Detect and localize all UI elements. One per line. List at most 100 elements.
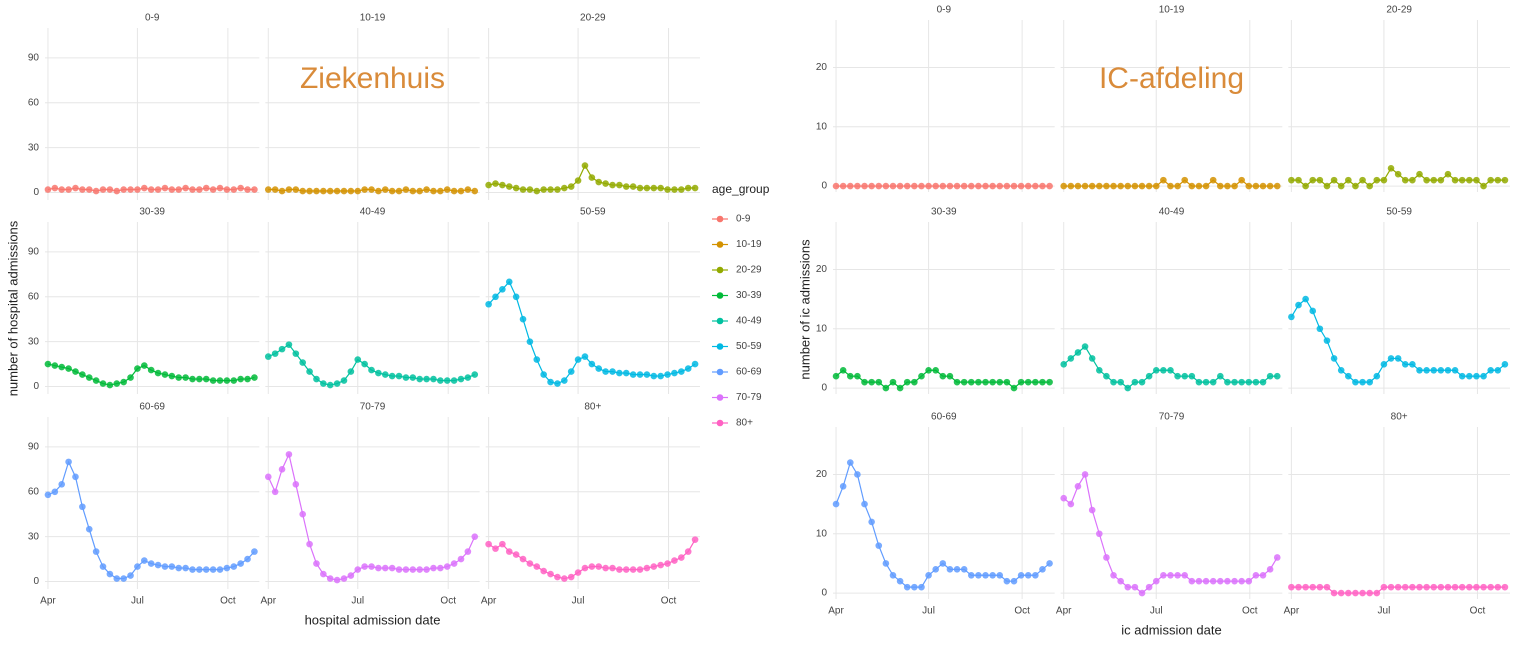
data-point	[1352, 182, 1359, 190]
y-tick-label: 20	[816, 62, 828, 73]
data-point	[72, 368, 79, 375]
data-point	[209, 377, 217, 384]
data-point	[932, 566, 939, 573]
data-point	[313, 560, 320, 567]
data-point	[832, 500, 840, 508]
data-point	[657, 372, 664, 380]
data-point	[1152, 577, 1160, 585]
data-point	[896, 577, 904, 585]
y-tick-label: 20	[816, 264, 828, 275]
data-point	[285, 186, 293, 193]
data-point	[526, 338, 534, 345]
data-point	[1252, 182, 1260, 190]
x-tick-label: Apr	[261, 596, 277, 607]
data-point	[471, 371, 479, 378]
data-point	[1430, 366, 1438, 374]
data-point	[889, 571, 897, 579]
data-point	[437, 377, 444, 384]
data-point	[1430, 583, 1438, 591]
data-point	[134, 365, 141, 372]
data-point	[106, 381, 114, 389]
data-point	[244, 186, 251, 193]
data-point	[1117, 378, 1124, 386]
data-point	[561, 184, 568, 192]
data-point	[868, 182, 875, 190]
fit-line	[267, 452, 476, 581]
data-point	[622, 183, 630, 190]
data-point	[882, 182, 890, 190]
data-point	[581, 564, 589, 572]
data-point	[409, 187, 417, 195]
facet-label: 30-39	[931, 207, 957, 218]
legend-label: 80+	[736, 418, 753, 429]
data-point	[629, 566, 637, 573]
data-point	[588, 360, 596, 368]
data-point	[416, 187, 423, 195]
data-point	[1024, 378, 1032, 386]
data-point	[875, 182, 883, 190]
data-point	[320, 380, 327, 387]
data-point	[106, 570, 114, 578]
data-point	[609, 181, 616, 189]
data-point	[189, 375, 196, 383]
data-point	[1302, 583, 1309, 591]
data-point	[616, 369, 623, 377]
data-point	[588, 174, 596, 181]
y-tick-label: 10	[816, 528, 828, 539]
data-point	[141, 557, 148, 564]
data-point	[1337, 366, 1345, 374]
data-point	[99, 563, 107, 570]
data-point	[636, 184, 644, 192]
data-point	[650, 563, 658, 570]
data-point	[1096, 182, 1103, 190]
data-point	[182, 564, 189, 572]
fit-line	[268, 343, 475, 386]
data-point	[175, 374, 183, 381]
data-point	[1394, 583, 1402, 591]
data-point	[967, 571, 975, 579]
data-point	[574, 569, 582, 576]
data-point	[1039, 182, 1046, 190]
facet-label: 0-9	[145, 13, 160, 24]
data-point	[567, 368, 575, 375]
data-point	[388, 564, 396, 572]
data-point	[354, 356, 362, 363]
data-point	[251, 186, 258, 193]
facet-label: 10-19	[360, 13, 386, 24]
data-point	[960, 182, 968, 190]
data-point	[368, 186, 375, 193]
data-point	[450, 187, 458, 195]
data-point	[1451, 176, 1459, 184]
facet-label: 70-79	[1159, 412, 1185, 423]
data-point	[1110, 182, 1117, 190]
data-point	[519, 186, 527, 193]
legend-label: 50-59	[736, 341, 762, 352]
data-point	[141, 362, 148, 369]
data-point	[989, 182, 996, 190]
data-point	[975, 378, 982, 386]
data-point	[340, 377, 348, 384]
data-point	[340, 575, 348, 582]
data-point	[636, 566, 644, 573]
data-point	[471, 533, 479, 540]
data-point	[1259, 571, 1267, 579]
data-point	[903, 378, 911, 386]
data-point	[1217, 577, 1224, 585]
legend-label: 20-29	[736, 265, 762, 276]
legend-key	[716, 215, 724, 223]
data-point	[622, 566, 630, 573]
data-point	[79, 186, 86, 193]
data-point	[616, 181, 623, 189]
y-tick-label: 20	[816, 469, 828, 480]
data-point	[388, 187, 396, 195]
data-point	[154, 186, 162, 193]
data-point	[1081, 343, 1089, 350]
facet-label: 10-19	[1159, 5, 1185, 16]
data-point	[127, 374, 134, 381]
data-point	[1231, 577, 1238, 585]
data-point	[953, 182, 961, 190]
data-point	[1380, 361, 1388, 368]
y-tick-label: 0	[33, 576, 39, 587]
data-point	[996, 182, 1004, 190]
data-point	[911, 378, 918, 386]
